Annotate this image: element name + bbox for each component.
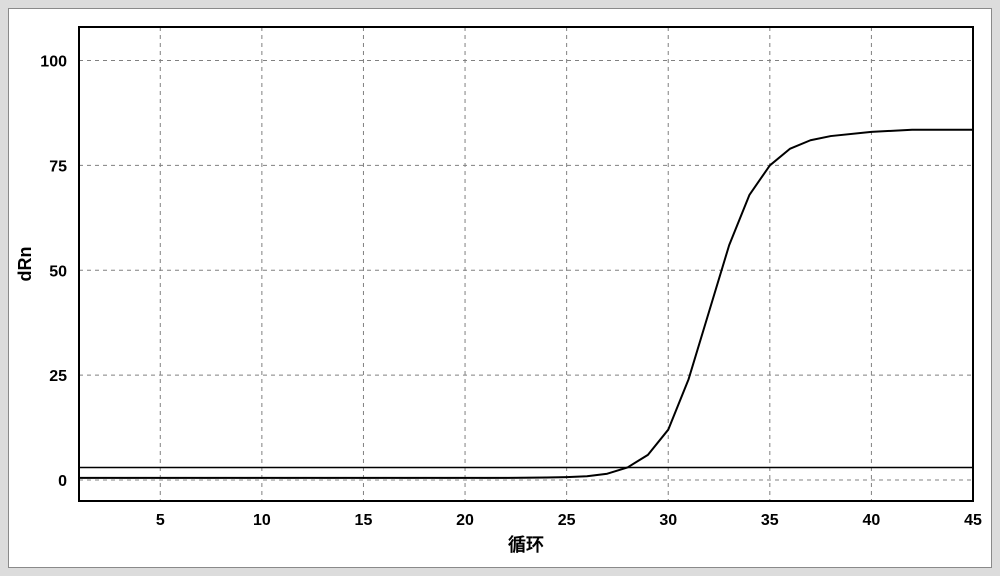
amplification-curve xyxy=(79,130,973,478)
x-tick-label: 5 xyxy=(156,512,165,529)
y-axis-label: dRn xyxy=(15,247,35,282)
y-tick-label: 75 xyxy=(49,158,67,175)
chart-panel: 5 10 15 20 25 30 35 40 45 0 25 50 75 100 循环 dRn xyxy=(0,0,1000,576)
y-tick-label: 0 xyxy=(58,473,67,490)
x-tick-label: 10 xyxy=(253,512,271,529)
x-axis-label: 循环 xyxy=(508,534,544,555)
chart-frame: 5 10 15 20 25 30 35 40 45 0 25 50 75 100 循环 dRn xyxy=(8,8,992,568)
y-tick-label: 100 xyxy=(40,54,67,71)
y-tick-label: 25 xyxy=(49,368,67,385)
amplification-chart: 5 10 15 20 25 30 35 40 45 0 25 50 75 100 循环 dRn xyxy=(9,9,991,567)
x-tick-label: 35 xyxy=(761,512,779,529)
x-tick-label: 30 xyxy=(659,512,677,529)
x-tick-label: 45 xyxy=(964,512,982,529)
x-tick-label: 25 xyxy=(558,512,576,529)
x-tick-label: 40 xyxy=(863,512,881,529)
x-tick-label: 15 xyxy=(355,512,373,529)
x-tick-label: 20 xyxy=(456,512,474,529)
plot-border xyxy=(79,27,973,501)
y-tick-label: 50 xyxy=(49,263,67,280)
